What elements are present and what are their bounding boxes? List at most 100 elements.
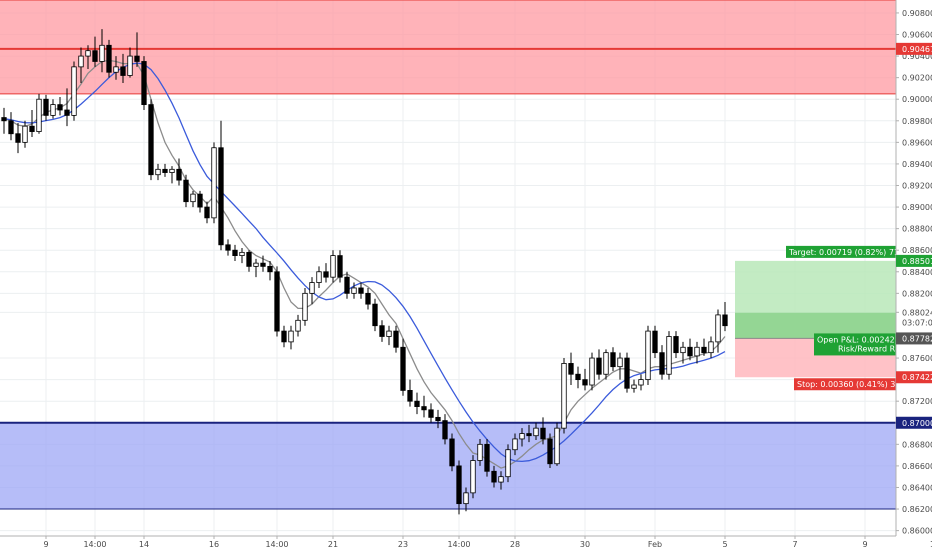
candle-body[interactable] <box>365 292 371 305</box>
candle-body[interactable] <box>498 476 504 483</box>
candle-body[interactable] <box>295 319 301 332</box>
candle-body[interactable] <box>456 465 462 505</box>
candle-body[interactable] <box>393 330 399 348</box>
candle-body[interactable] <box>337 255 343 278</box>
candle-body[interactable] <box>141 61 147 106</box>
candle-body[interactable] <box>638 379 644 386</box>
candle-body[interactable] <box>442 420 448 440</box>
candle-body[interactable] <box>274 271 280 332</box>
candle-body[interactable] <box>491 470 497 483</box>
candle-body[interactable] <box>687 346 693 357</box>
candle-body[interactable] <box>645 330 651 381</box>
candle-body[interactable] <box>246 251 252 267</box>
candle-body[interactable] <box>1 117 7 122</box>
candle-body[interactable] <box>281 330 287 343</box>
candle-body[interactable] <box>344 276 350 294</box>
candle-body[interactable] <box>659 352 665 375</box>
candle-body[interactable] <box>379 325 385 337</box>
candle-body[interactable] <box>512 438 518 451</box>
candle-body[interactable] <box>575 373 581 381</box>
candle-body[interactable] <box>624 357 630 389</box>
candle-body[interactable] <box>463 492 469 505</box>
candle-body[interactable] <box>211 147 217 219</box>
candle-body[interactable] <box>50 104 56 116</box>
candle-body[interactable] <box>701 346 707 354</box>
candle-body[interactable] <box>134 55 140 62</box>
candle-body[interactable] <box>694 346 700 357</box>
candle-body[interactable] <box>85 50 91 57</box>
candle-body[interactable] <box>302 292 308 321</box>
candle-body[interactable] <box>323 271 329 278</box>
candle-body[interactable] <box>540 427 546 440</box>
candle-body[interactable] <box>22 125 28 143</box>
candle-body[interactable] <box>288 330 294 343</box>
candle-body[interactable] <box>29 125 35 132</box>
candle-body[interactable] <box>155 168 161 176</box>
candle-body[interactable] <box>470 460 476 494</box>
candle-body[interactable] <box>190 193 196 203</box>
candle-body[interactable] <box>547 438 553 465</box>
candle-body[interactable] <box>582 379 588 386</box>
candle-body[interactable] <box>680 346 686 354</box>
candle-body[interactable] <box>596 357 602 375</box>
candle-body[interactable] <box>603 352 609 375</box>
candle-body[interactable] <box>407 390 413 402</box>
candle-body[interactable] <box>477 443 483 461</box>
candle-body[interactable] <box>673 336 679 354</box>
candle-body[interactable] <box>435 416 441 422</box>
candle-body[interactable] <box>99 44 105 62</box>
candle-body[interactable] <box>386 330 392 337</box>
candle-body[interactable] <box>260 262 266 267</box>
candle-body[interactable] <box>610 352 616 368</box>
candle-body[interactable] <box>106 44 112 73</box>
candle-body[interactable] <box>722 314 728 327</box>
candle-body[interactable] <box>372 303 378 327</box>
candle-body[interactable] <box>253 262 259 267</box>
candle-body[interactable] <box>57 104 63 111</box>
candle-body[interactable] <box>15 133 21 143</box>
candle-body[interactable] <box>204 206 210 219</box>
candle-body[interactable] <box>568 363 574 375</box>
candle-body[interactable] <box>309 282 315 294</box>
candle-body[interactable] <box>113 66 119 73</box>
candle-body[interactable] <box>169 168 175 173</box>
candle-body[interactable] <box>218 147 224 246</box>
candle-body[interactable] <box>533 427 539 437</box>
candle-body[interactable] <box>267 265 273 273</box>
candle-body[interactable] <box>519 433 525 440</box>
candle-body[interactable] <box>330 255 336 278</box>
candle-body[interactable] <box>8 120 14 135</box>
candle-body[interactable] <box>526 433 532 437</box>
candle-body[interactable] <box>43 98 49 116</box>
candle-body[interactable] <box>120 66 126 76</box>
candle-body[interactable] <box>36 98 42 132</box>
candle-body[interactable] <box>127 55 133 76</box>
candle-body[interactable] <box>484 443 490 472</box>
candle-body[interactable] <box>631 384 637 389</box>
candle-body[interactable] <box>358 287 364 294</box>
candle-body[interactable] <box>183 179 189 203</box>
candle-body[interactable] <box>414 400 420 407</box>
candle-body[interactable] <box>316 271 322 283</box>
candle-body[interactable] <box>561 363 567 429</box>
candle-body[interactable] <box>421 406 427 411</box>
candle-body[interactable] <box>505 449 511 478</box>
candle-body[interactable] <box>400 346 406 391</box>
candle-body[interactable] <box>176 168 182 181</box>
candle-body[interactable] <box>92 50 98 62</box>
candle-body[interactable] <box>351 287 357 294</box>
candle-body[interactable] <box>428 409 434 418</box>
candle-body[interactable] <box>78 55 84 68</box>
candle-body[interactable] <box>449 438 455 467</box>
candle-body[interactable] <box>589 357 595 386</box>
candle-body[interactable] <box>225 244 231 251</box>
candle-body[interactable] <box>232 249 238 256</box>
candle-body[interactable] <box>554 427 560 465</box>
candle-body[interactable] <box>652 330 658 354</box>
candle-body[interactable] <box>197 193 203 208</box>
candle-body[interactable] <box>666 336 672 375</box>
candle-body[interactable] <box>162 168 168 173</box>
candle-body[interactable] <box>71 66 77 116</box>
